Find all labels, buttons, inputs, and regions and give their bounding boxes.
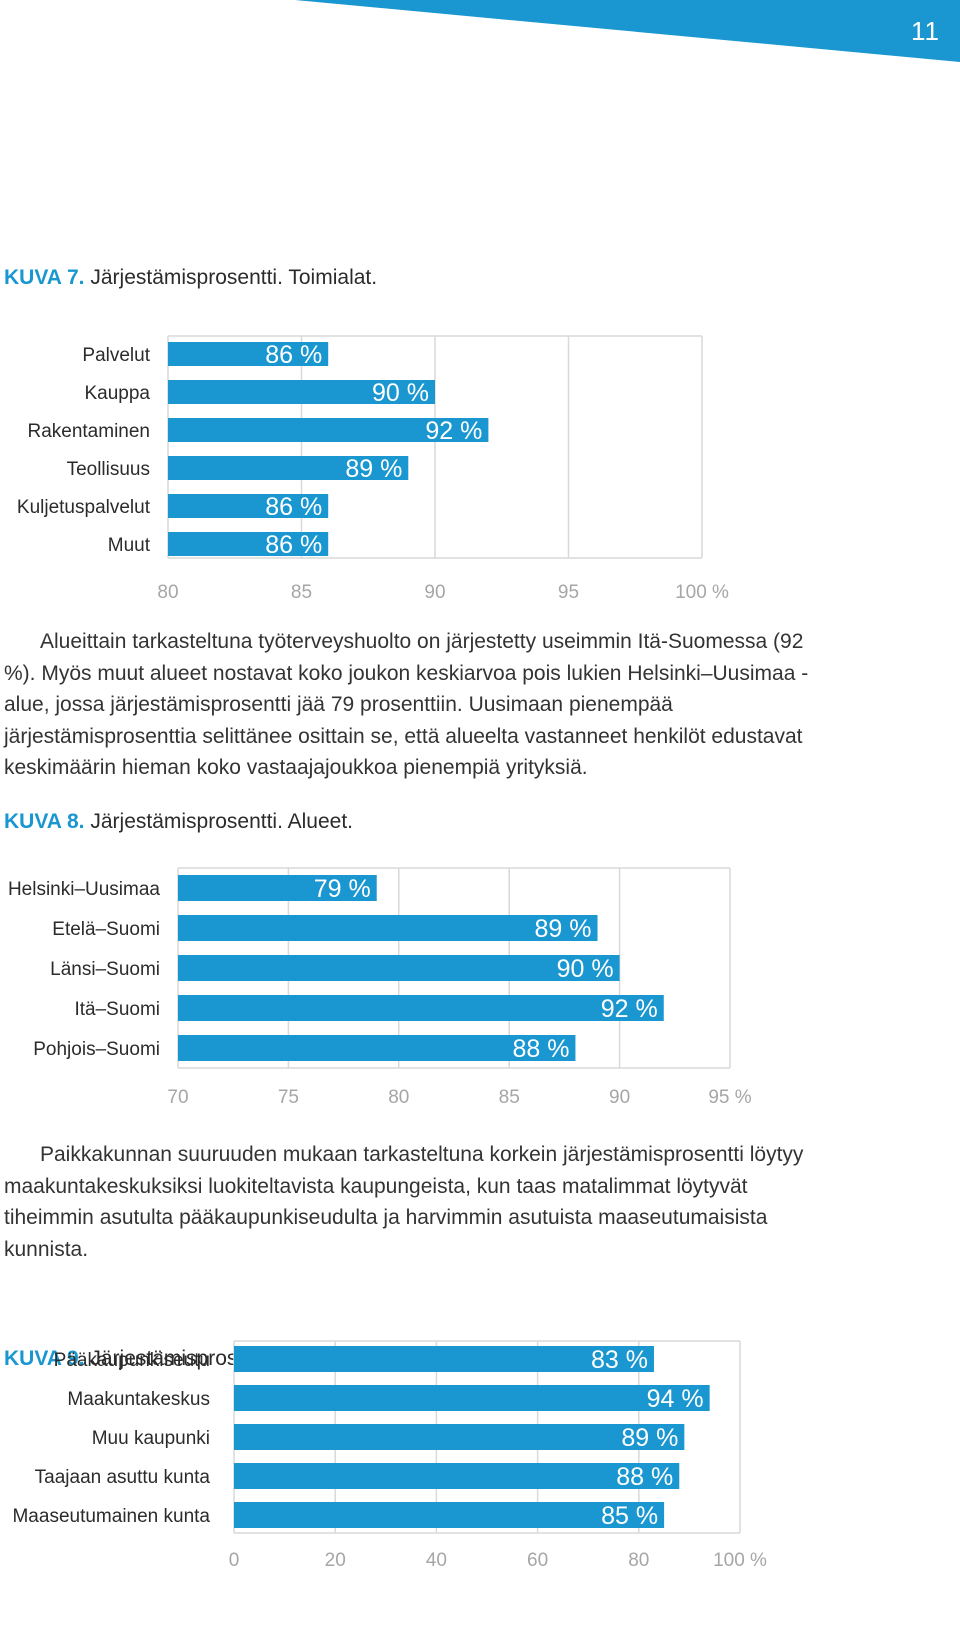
category-label: Kuljetuspalvelut bbox=[17, 497, 151, 518]
category-label: Etelä–Suomi bbox=[52, 919, 160, 940]
chart-toimialat: 80 85 90 95 100 % Palvelut 86 % Kauppa 90 % Raken… bbox=[17, 335, 729, 603]
value-label: 79 % bbox=[314, 875, 371, 903]
value-label: 89 % bbox=[345, 455, 402, 483]
category-label: Pohjois–Suomi bbox=[33, 1039, 160, 1060]
figure-7-label: KUVA 7. bbox=[4, 266, 85, 289]
bar bbox=[168, 380, 435, 404]
tick-label: 90 bbox=[609, 1087, 630, 1108]
bar bbox=[234, 1424, 685, 1450]
category-label: Teollisuus bbox=[67, 459, 150, 480]
figure-8-label: KUVA 8. bbox=[4, 810, 85, 833]
value-label: 83 % bbox=[591, 1346, 648, 1374]
value-label: 90 % bbox=[372, 379, 429, 407]
value-label: 89 % bbox=[621, 1424, 678, 1452]
figure-8-title: KUVA 8. Järjestämisprosentti. Alueet. bbox=[4, 810, 353, 834]
tick-label: 85 bbox=[499, 1087, 520, 1108]
category-label: Taajaan asuttu kunta bbox=[35, 1467, 211, 1488]
bar bbox=[168, 494, 329, 518]
page-number: 11 bbox=[911, 16, 940, 46]
tick-label: 100 % bbox=[713, 1550, 767, 1571]
tick-label: 75 bbox=[278, 1087, 299, 1108]
value-label: 88 % bbox=[512, 1035, 569, 1063]
bar bbox=[234, 1385, 710, 1411]
tick-label: 60 bbox=[527, 1550, 548, 1571]
tick-label: 70 bbox=[167, 1087, 188, 1108]
category-label: Helsinki–Uusimaa bbox=[8, 879, 160, 900]
figure-8-caption: Järjestämisprosentti. Alueet. bbox=[90, 810, 353, 833]
value-label: 89 % bbox=[535, 915, 592, 943]
tick-label: 20 bbox=[325, 1550, 346, 1571]
value-label: 85 % bbox=[601, 1502, 658, 1530]
category-label: Palvelut bbox=[82, 345, 150, 366]
category-label: Muut bbox=[108, 535, 151, 556]
value-label: 92 % bbox=[601, 995, 658, 1023]
paragraph-1-text: Alueittain tarkasteltuna työterveyshuolt… bbox=[4, 630, 809, 779]
bar bbox=[178, 1035, 576, 1061]
tick-label: 95 bbox=[558, 582, 579, 603]
tick-label: 80 bbox=[157, 582, 178, 603]
page-banner bbox=[295, 0, 960, 62]
tick-label: 90 bbox=[424, 582, 445, 603]
value-label: 92 % bbox=[425, 417, 482, 445]
tick-label: 80 bbox=[628, 1550, 649, 1571]
category-label: Maaseutumainen kunta bbox=[12, 1506, 210, 1527]
bar bbox=[178, 955, 620, 981]
value-label: 86 % bbox=[265, 341, 322, 369]
bar bbox=[234, 1502, 665, 1528]
figure-7-title: KUVA 7. Järjestämisprosentti. Toimialat. bbox=[4, 266, 377, 290]
bar bbox=[168, 456, 409, 480]
value-label: 88 % bbox=[616, 1463, 673, 1491]
paragraph-2-text: Paikkakunnan suuruuden mukaan tarkastelt… bbox=[4, 1143, 804, 1261]
category-label: Länsi–Suomi bbox=[50, 959, 160, 980]
tick-label: 0 bbox=[229, 1550, 240, 1571]
value-label: 86 % bbox=[265, 493, 322, 521]
tick-label: 80 bbox=[388, 1087, 409, 1108]
banner-stripe bbox=[295, 0, 960, 62]
paragraph-1: Alueittain tarkasteltuna työterveyshuolt… bbox=[4, 626, 812, 784]
paragraph-2: Paikkakunnan suuruuden mukaan tarkastelt… bbox=[4, 1139, 812, 1265]
bar bbox=[178, 875, 377, 901]
tick-label: 85 bbox=[291, 582, 312, 603]
bar bbox=[178, 995, 664, 1021]
bar bbox=[234, 1463, 680, 1489]
category-label: Muu kaupunki bbox=[92, 1428, 210, 1449]
value-label: 94 % bbox=[647, 1385, 704, 1413]
tick-label: 95 % bbox=[708, 1087, 751, 1108]
category-label: Maakuntakeskus bbox=[67, 1389, 210, 1410]
bar bbox=[168, 532, 329, 556]
bar bbox=[168, 418, 489, 442]
category-label: Kauppa bbox=[84, 383, 150, 404]
value-label: 86 % bbox=[265, 531, 322, 559]
figure-9-label: KUVA 9. bbox=[4, 1347, 85, 1370]
tick-label: 100 % bbox=[675, 582, 729, 603]
bar bbox=[234, 1346, 654, 1372]
chart-paikkakunnan-koko: 0 20 40 60 80 100 % Pääkaupunkiseutu 83 % Maakun… bbox=[12, 1340, 767, 1571]
bar bbox=[168, 342, 329, 366]
value-label: 90 % bbox=[557, 955, 614, 983]
chart-alueet: 70 75 80 85 90 95 % Helsinki–Uusimaa 79 % Etelä–… bbox=[8, 867, 752, 1108]
category-label: Rakentaminen bbox=[27, 421, 150, 442]
tick-label: 40 bbox=[426, 1550, 447, 1571]
category-label: Itä–Suomi bbox=[74, 999, 160, 1020]
bar bbox=[178, 915, 598, 941]
category-label: Pääkaupunkiseutu bbox=[54, 1350, 210, 1371]
figure-7-caption: Järjestämisprosentti. Toimialat. bbox=[90, 266, 378, 289]
